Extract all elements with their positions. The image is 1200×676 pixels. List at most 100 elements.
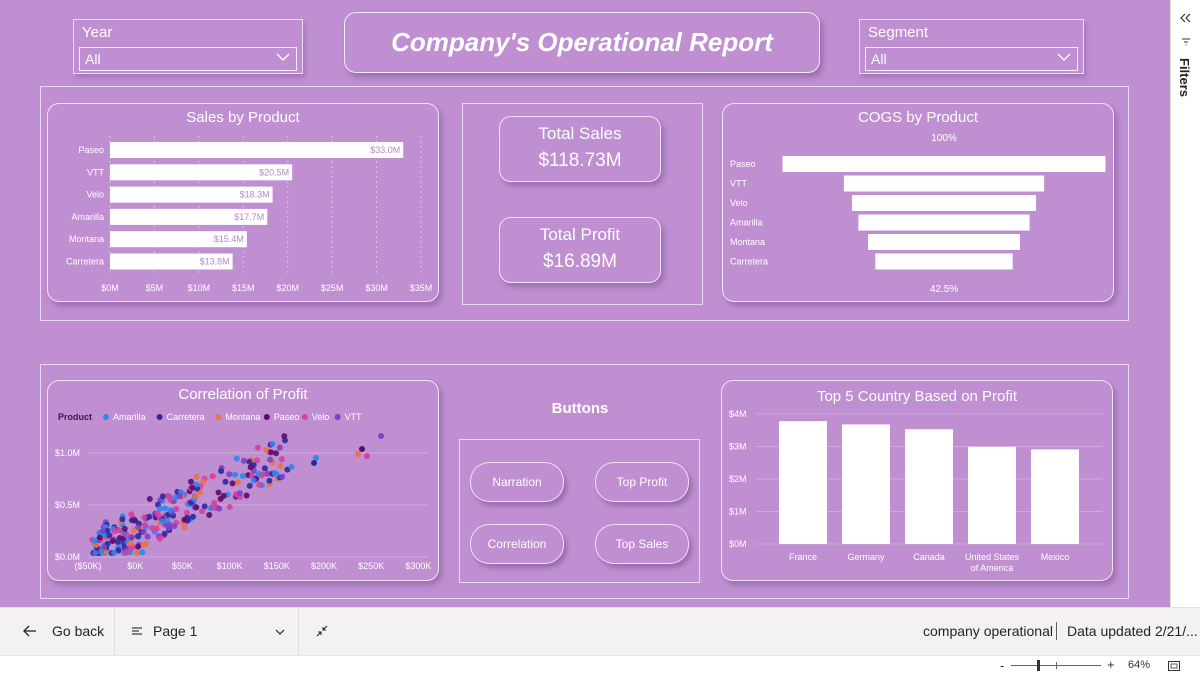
scatter-point <box>123 532 130 539</box>
scatter-point <box>246 458 253 465</box>
report-title: Company's Operational Report <box>344 12 820 73</box>
scatter-point <box>243 492 250 499</box>
page-selector[interactable]: Page 1 <box>115 608 298 656</box>
scatter-point <box>130 527 137 534</box>
x-tick-label: $5M <box>146 283 164 293</box>
data-label: $13.8M <box>200 257 230 267</box>
scatter-point <box>222 478 229 485</box>
scatter-point <box>162 505 168 512</box>
x-tick-label: $10M <box>188 283 211 293</box>
scatter-point <box>104 527 111 534</box>
category-label: Carretera <box>730 257 768 267</box>
x-tick-label: ($50K) <box>74 561 101 571</box>
zoom-slider[interactable] <box>1011 660 1101 671</box>
zoom-slider-thumb[interactable] <box>1037 660 1040 671</box>
scatter-point <box>268 449 274 456</box>
scatter-point <box>226 471 233 478</box>
scatter-point <box>206 512 213 518</box>
total-profit-card: Total Profit $16.89M <box>499 217 661 283</box>
legend-marker <box>334 414 341 420</box>
scatter-point <box>139 549 146 556</box>
legend-entry: Paseo <box>274 412 300 422</box>
scatter-point <box>278 456 285 463</box>
scatter-point <box>165 524 172 531</box>
scatter-point <box>193 504 200 511</box>
data-label: $15.4M <box>214 234 244 244</box>
funnel-bar <box>858 214 1030 231</box>
go-back-button[interactable]: Go back <box>0 608 114 656</box>
filters-label[interactable]: Filters <box>1177 58 1192 98</box>
legend-marker <box>263 414 270 420</box>
collapse-pane-icon[interactable] <box>1180 13 1192 23</box>
scatter-point <box>288 463 295 470</box>
zoom-level: 64% <box>1128 659 1151 671</box>
total-profit-label: Total Profit <box>539 225 621 244</box>
bottom-section-panel <box>40 364 1129 599</box>
scatter-point <box>115 547 122 554</box>
bottom-nav-bar: Go back Page 1 company operational Data … <box>0 607 1200 656</box>
scatter-point <box>254 444 261 451</box>
top-profit-button[interactable]: Top Profit <box>595 462 689 502</box>
scatter-point <box>99 528 106 535</box>
buttons-panel <box>459 439 700 583</box>
zoom-in-button[interactable]: + <box>1107 657 1115 672</box>
filters-pane[interactable]: Filters <box>1170 0 1200 607</box>
x-tick-label: $25M <box>321 283 344 293</box>
scatter-point <box>98 549 105 555</box>
scatter-point <box>181 516 188 523</box>
scatter-point <box>161 530 168 537</box>
legend-entry: VTT <box>345 412 363 422</box>
scatter-point <box>193 473 200 480</box>
sales-bar <box>110 231 247 248</box>
x-tick-label: of America <box>971 563 1014 573</box>
top-countries-card: Top 5 Country Based on Profit $0M $1M $2M $… <box>721 380 1113 581</box>
scatter-point <box>173 506 180 512</box>
x-tick-label: $20M <box>276 283 299 293</box>
year-dropdown[interactable]: All <box>79 47 297 71</box>
divider <box>298 608 299 656</box>
y-tick-label: $0.0M <box>55 552 80 562</box>
category-label: Paseo <box>78 145 104 155</box>
scatter-point <box>209 473 216 480</box>
scatter-point <box>236 490 243 497</box>
top-section-panel <box>40 86 1129 321</box>
scatter-point <box>269 441 276 447</box>
y-tick-label: $0.5M <box>55 500 80 510</box>
scatter-point <box>254 457 261 464</box>
scatter-point <box>140 541 147 548</box>
x-tick-label: Mexico <box>1041 552 1070 562</box>
category-label: Amarilla <box>730 218 763 228</box>
top-countries-bar-chart: $0M $1M $2M $3M $4M France Germany Canada United… <box>729 409 1102 573</box>
top-sales-button[interactable]: Top Sales <box>595 524 689 564</box>
correlation-button[interactable]: Correlation <box>470 524 564 564</box>
scatter-point <box>167 507 174 514</box>
filter-icon <box>1182 38 1190 46</box>
scatter-point <box>229 480 236 487</box>
report-name: company operational <box>923 623 1053 639</box>
fit-to-page-icon[interactable] <box>1168 661 1180 671</box>
scatter-point <box>127 540 134 547</box>
scatter-point <box>192 493 199 500</box>
x-tick-label: $150K <box>264 561 290 571</box>
collapse-icon[interactable] <box>315 624 329 638</box>
funnel-bar <box>875 253 1013 270</box>
scatter-point <box>157 505 164 512</box>
year-slicer: Year All <box>73 19 303 74</box>
scatter-point <box>267 456 274 463</box>
arrow-left-icon <box>23 625 36 637</box>
segment-dropdown[interactable]: All <box>865 47 1078 71</box>
total-sales-card: Total Sales $118.73M <box>499 116 661 182</box>
narration-button[interactable]: Narration <box>470 462 564 502</box>
scatter-point <box>241 457 247 464</box>
scatter-point <box>183 509 190 516</box>
scatter-point <box>313 455 319 461</box>
scatter-point <box>101 544 107 551</box>
segment-dropdown-value: All <box>871 51 887 67</box>
scatter-point <box>255 471 262 477</box>
scatter-point <box>132 517 138 524</box>
scatter-point <box>256 481 263 488</box>
funnel-top-label: 100% <box>931 133 957 144</box>
sales-by-product-chart: $0M $5M $10M $15M $20M $25M $30M $35M Paseo $33.0… <box>66 136 432 293</box>
zoom-out-button[interactable]: - <box>1000 658 1005 673</box>
sales-by-product-card: Sales by Product $0M $5M $10M $15M $20M $25M $… <box>47 103 439 302</box>
